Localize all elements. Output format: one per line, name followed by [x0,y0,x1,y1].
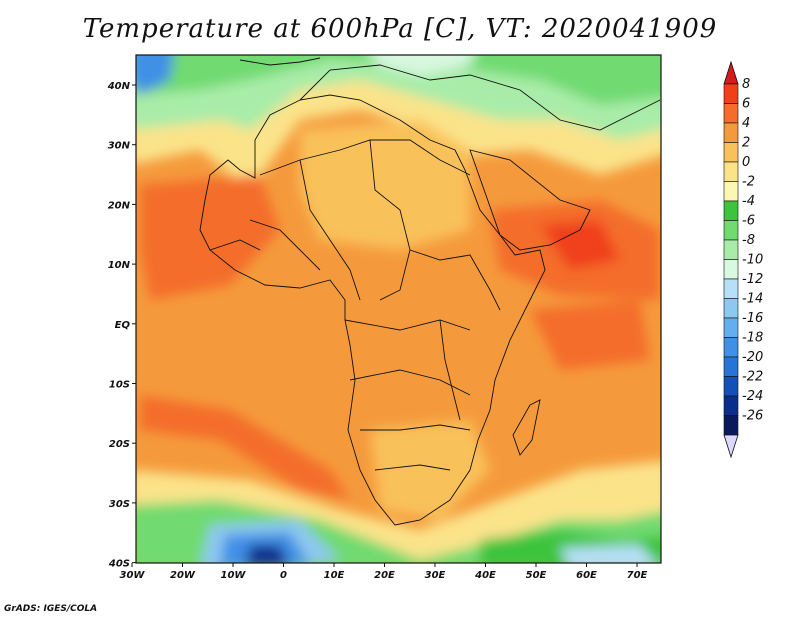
colorbar-label: -24 [742,389,763,404]
colorbar-swatch [723,83,739,104]
colorbar-label: -12 [742,272,763,287]
colorbar-label: -10 [742,253,763,268]
colorbar-label: 0 [742,155,750,170]
colorbar-label: -2 [742,175,755,190]
colorbar: 8 6 4 2 0 -2 -4 -6 -8 -10 -12 -14 -16 -18 -20 -22 -24 -26 [723,60,763,459]
colorbar-label: -18 [742,331,763,346]
colorbar-swatch [723,337,739,358]
colorbar-label: -8 [742,233,755,248]
colorbar-swatch [723,181,739,202]
colorbar-label: -22 [742,370,763,385]
colorbar-swatch [723,103,739,124]
colorbar-swatch [723,239,739,260]
y-tick-label: 10N [108,260,131,271]
colorbar-swatch [723,161,739,182]
colorbar-swatch [723,200,739,221]
y-tick-label: 40S [108,559,130,570]
x-tick-label: 20W [170,570,196,581]
x-tick-label: 10E [324,570,345,581]
x-tick-label: 20E [374,570,395,581]
x-axis: 30W 20W 10W 0 10E 20E 30E 40E 50E 60E 70E [120,563,648,581]
colorbar-label: 6 [742,97,750,112]
x-tick-label: 50E [526,570,547,581]
colorbar-swatch [723,415,739,436]
y-tick-label: EQ [115,320,131,331]
x-tick-label: 0 [280,570,287,581]
colorbar-label: -20 [742,350,763,365]
x-tick-label: 70E [627,570,648,581]
temperature-field [136,55,661,563]
colorbar-swatch [723,356,739,377]
colorbar-label: -26 [742,409,763,424]
map-frame [135,54,662,564]
colorbar-swatch [723,298,739,319]
y-tick-label: 20S [109,439,130,450]
x-tick-label: 10W [221,570,247,581]
colorbar-swatch [723,142,739,163]
colorbar-label: 8 [742,77,750,92]
y-tick-label: 30S [109,499,130,510]
x-tick-label: 60E [576,570,597,581]
x-tick-label: 30E [425,570,446,581]
colorbar-swatch [723,220,739,241]
coastlines [199,57,661,526]
colorbar-swatch [723,317,739,338]
y-tick-label: 30N [108,141,131,152]
colorbar-label: 4 [742,116,750,131]
y-tick-label: 20N [108,200,131,211]
y-axis: 40N 30N 20N 10N EQ 10S 20S 30S 40S [107,81,136,570]
colorbar-bottom-arrow [723,434,739,459]
colorbar-label: -4 [742,194,755,209]
x-tick-label: 40E [474,570,496,581]
colorbar-swatch [723,122,739,143]
colorbar-top-arrow [723,60,739,85]
colorbar-label: -6 [742,214,755,229]
colorbar-label: -16 [742,311,763,326]
credit-text: GrADS: IGES/COLA [4,604,98,614]
chart-title: Temperature at 600hPa [C], VT: 202004190… [82,14,718,44]
colorbar-label: -14 [742,292,763,307]
colorbar-swatch [723,376,739,397]
colorbar-label: 2 [742,136,750,151]
colorbar-swatch [723,395,739,416]
colorbar-swatch [723,259,739,280]
y-tick-label: 40N [107,81,131,92]
colorbar-swatch [723,278,739,299]
x-tick-label: 30W [120,570,146,581]
y-tick-label: 10S [109,380,130,391]
